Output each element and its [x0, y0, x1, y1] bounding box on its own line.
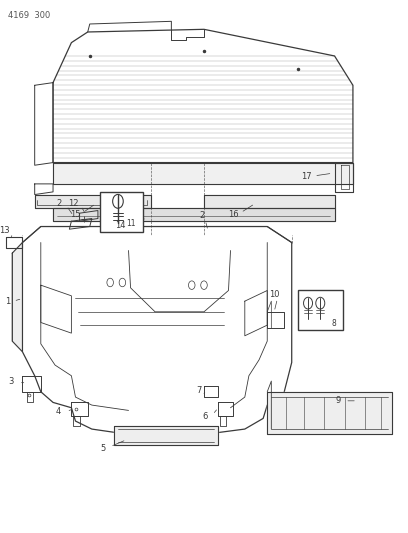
Text: 10: 10 [269, 290, 279, 298]
Text: 2: 2 [200, 212, 204, 220]
Text: 5: 5 [100, 445, 105, 453]
Text: 8: 8 [331, 319, 336, 328]
Text: 1: 1 [5, 297, 10, 305]
Polygon shape [12, 243, 22, 352]
Text: 2: 2 [57, 199, 62, 208]
Text: 14: 14 [115, 222, 126, 230]
Polygon shape [53, 29, 353, 163]
Text: 13: 13 [0, 227, 10, 235]
Polygon shape [22, 227, 292, 434]
Text: 6: 6 [202, 413, 208, 421]
Text: 4: 4 [56, 407, 61, 416]
Polygon shape [204, 195, 335, 208]
Text: 12: 12 [68, 199, 79, 208]
Text: 7: 7 [196, 386, 202, 394]
Polygon shape [267, 392, 392, 434]
Text: 11: 11 [126, 219, 135, 228]
Text: 15: 15 [70, 210, 81, 219]
Text: 3: 3 [9, 377, 14, 385]
FancyBboxPatch shape [298, 290, 343, 330]
Polygon shape [53, 208, 335, 221]
Text: 16: 16 [228, 210, 239, 219]
FancyBboxPatch shape [100, 192, 143, 232]
Polygon shape [114, 426, 218, 445]
Text: 9: 9 [335, 397, 340, 405]
Polygon shape [53, 163, 353, 184]
Text: 4169  300: 4169 300 [8, 11, 51, 20]
Text: 17: 17 [302, 173, 312, 181]
Polygon shape [35, 195, 151, 208]
